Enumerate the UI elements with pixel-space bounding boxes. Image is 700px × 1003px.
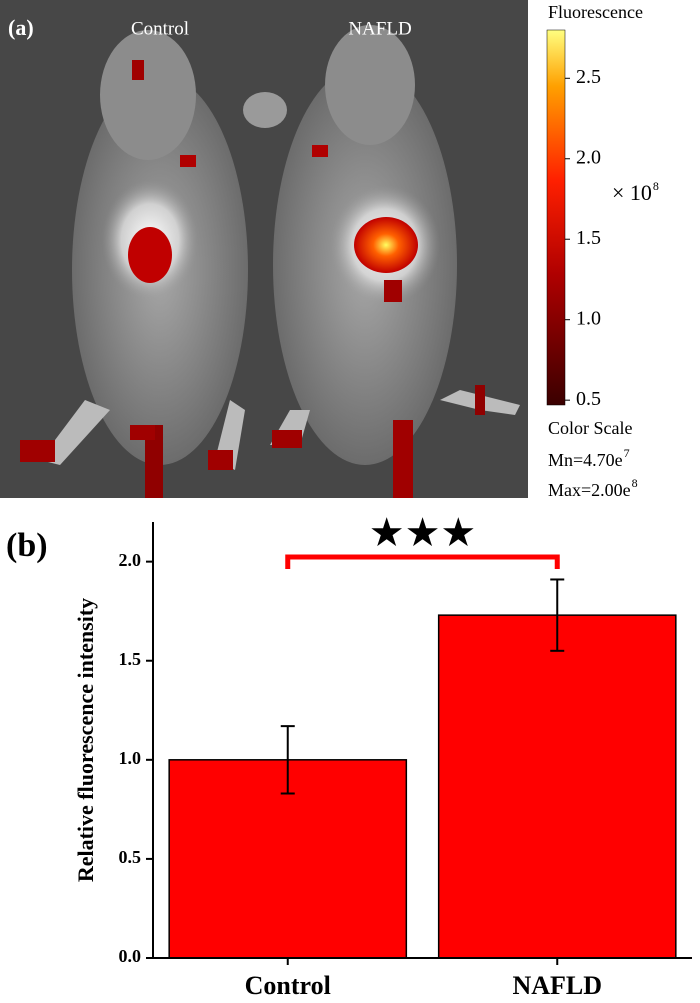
colorbar-multiplier: × 10 bbox=[612, 180, 652, 205]
panel-label: (b) bbox=[6, 527, 48, 564]
colorbar-tick-label: 1.5 bbox=[576, 227, 601, 249]
x-tick-label: Control bbox=[245, 971, 331, 1000]
colorbar-tick-label: 0.5 bbox=[576, 388, 601, 410]
y-tick-label: 1.0 bbox=[119, 748, 142, 768]
superscript: 7 bbox=[624, 446, 630, 460]
colorbar bbox=[546, 29, 566, 406]
superscript: 8 bbox=[632, 476, 638, 490]
fluorescence-image bbox=[0, 0, 528, 498]
y-axis-label: Relative fluorescence intensity bbox=[73, 598, 98, 882]
colorbar-max: Max=2.00e bbox=[548, 480, 631, 500]
y-tick-label: 1.5 bbox=[119, 649, 142, 669]
colorbar-scale-title: Color Scale bbox=[548, 418, 632, 438]
colorbar-tick-label: 1.0 bbox=[576, 307, 601, 329]
group-label: NAFLD bbox=[348, 18, 411, 39]
colorbar-title: Fluorescence bbox=[548, 2, 643, 22]
superscript: 8 bbox=[653, 179, 659, 193]
y-tick-label: 0.0 bbox=[119, 946, 142, 966]
y-tick-label: 0.5 bbox=[119, 847, 142, 867]
colorbar-min: Mn=4.70e bbox=[548, 450, 623, 470]
group-label: Control bbox=[131, 18, 189, 39]
y-tick-label: 2.0 bbox=[119, 550, 142, 570]
bar bbox=[437, 614, 677, 959]
panel-label: (a) bbox=[8, 15, 34, 40]
significance-bracket bbox=[285, 554, 560, 569]
x-tick-label: NAFLD bbox=[512, 971, 602, 1000]
colorbar-tick-label: 2.5 bbox=[576, 66, 601, 88]
significance-stars: ★★★ bbox=[369, 510, 477, 555]
colorbar-tick-label: 2.0 bbox=[576, 146, 601, 168]
